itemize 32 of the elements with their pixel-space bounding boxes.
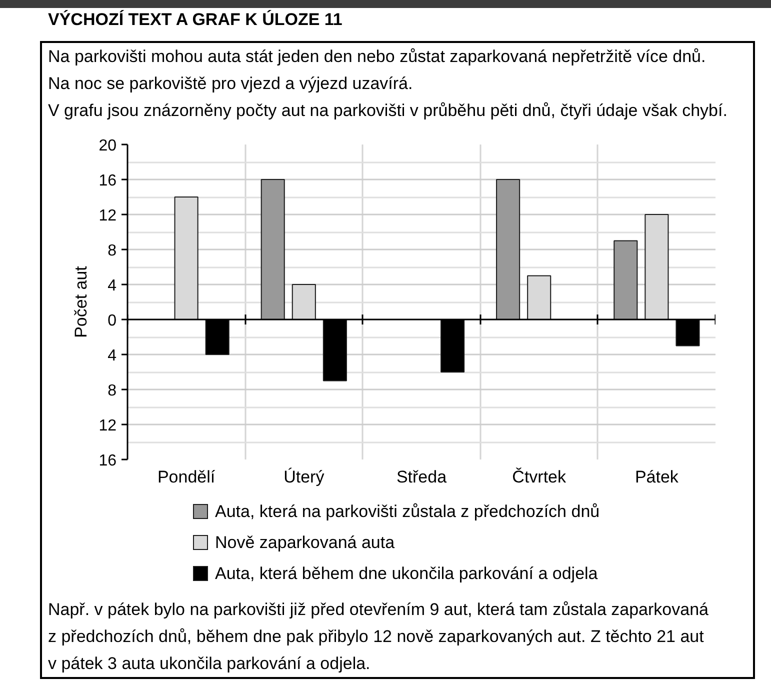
bar xyxy=(292,284,316,320)
legend-item: Auta, která na parkovišti zůstala z předchozích dnů xyxy=(193,496,600,527)
y-tick-label: 4 xyxy=(108,278,117,294)
chart-subtitle: Na parkovišti mohou auta stát jeden den nebo zůstat zaparkovaná nepřetržitě více dnů. Na noc se parkoviště pro vjezd a výjezd uzavírá. V grafu jsou znázorněny počty aut na parkovišti v průběhu pěti dnů, čtyři údaje však chybí. xyxy=(48,46,728,122)
bar xyxy=(174,196,198,320)
legend-item: Auta, která během dne ukončila parkování a odjela xyxy=(193,558,600,589)
x-tick-label: Pátek xyxy=(634,468,679,486)
x-tick-label: Čtvrtek xyxy=(512,468,567,486)
bar xyxy=(614,240,638,320)
y-tick-label: 16 xyxy=(98,452,117,470)
x-tick-label: Úterý xyxy=(284,468,325,486)
y-tick-label: 12 xyxy=(98,208,117,224)
y-tick-label: 12 xyxy=(98,418,117,434)
y-tick-label: 8 xyxy=(108,242,117,260)
y-tick-label: 8 xyxy=(108,382,117,400)
y-tick-label: 4 xyxy=(108,348,117,364)
legend-label: Nově zaparkovaná auta xyxy=(215,533,395,552)
bar xyxy=(260,179,285,320)
y-axis-title: Počet aut xyxy=(72,266,91,338)
y-tick-label: 0 xyxy=(108,312,117,330)
legend-item: Nově zaparkovaná auta xyxy=(193,527,600,558)
chart-title: VÝCHOZÍ TEXT A GRAF K ÚLOZE 11 xyxy=(48,9,342,31)
text: Např. v pátek bylo na parkovišti již před otevřením 9 aut, která tam zůstala zaparkovaná z předchozích dnů, během dne pak přibylo 12 nově zaparkovaných aut. Z těchto 21 aut v pátek 3 auta ukončila parkování a odjela. xyxy=(48,599,710,675)
y-tick-label: 20 xyxy=(98,138,117,154)
bar xyxy=(527,275,552,320)
x-tick-label: Středa xyxy=(396,468,448,486)
x-tick-label: Pondělí xyxy=(157,468,216,486)
legend-label: Auta, která na parkovišti zůstala z předchozích dnů xyxy=(215,502,600,521)
y-tick-label: 16 xyxy=(98,172,117,190)
legend-label: Auta, která během dne ukončila parkování a odjela xyxy=(215,564,598,583)
bar xyxy=(496,179,520,320)
bar xyxy=(644,214,669,320)
